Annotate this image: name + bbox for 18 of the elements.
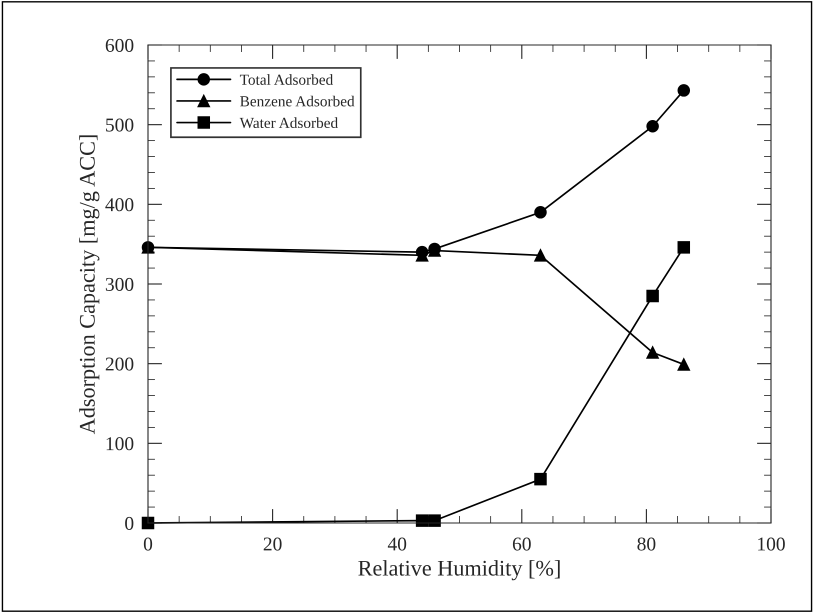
x-tick-label: 40 <box>388 537 406 551</box>
y-axis-title: Adsorption Capacity [mg/g ACC] <box>79 135 100 434</box>
legend-label: Water Adsorbed <box>240 117 338 128</box>
x-tick-label: 20 <box>264 537 282 551</box>
x-tick-label: 100 <box>758 537 785 551</box>
y-tick-label: 200 <box>106 357 134 371</box>
x-tick-label: 80 <box>637 537 656 551</box>
x-tick-label: 60 <box>512 537 531 551</box>
y-tick-label: 400 <box>105 198 134 212</box>
legend-label: Total Adsorbed <box>240 74 334 85</box>
y-tick-label: 0 <box>125 516 134 530</box>
x-axis-title: Relative Humidity [%] <box>358 560 560 580</box>
y-tick-label: 600 <box>106 38 134 52</box>
x-tick-label: 0 <box>144 537 152 551</box>
y-tick-label: 500 <box>106 118 134 132</box>
legend-label: Benzene Adsorbed <box>240 96 354 106</box>
y-tick-label: 100 <box>106 437 134 450</box>
y-tick-label: 300 <box>106 278 134 291</box>
